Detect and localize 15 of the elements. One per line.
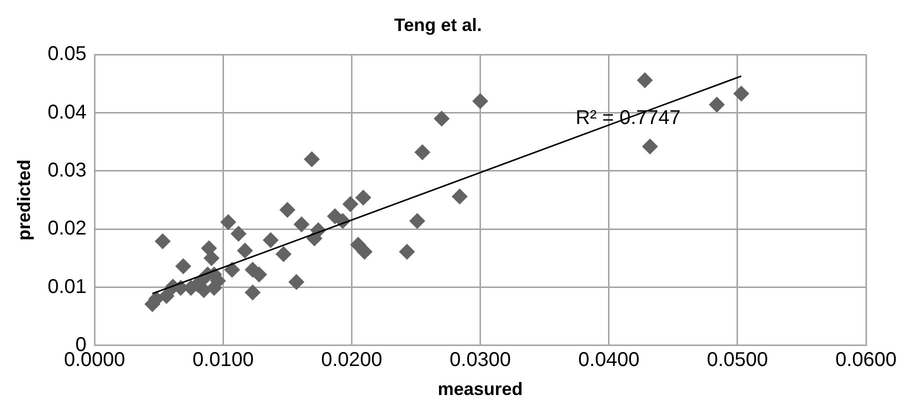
y-tick-label: 0.01 <box>48 276 87 298</box>
x-tick-label: 0.0300 <box>450 348 511 371</box>
y-tick-label: 0.03 <box>48 159 87 182</box>
y-tick-label: 0.04 <box>48 101 87 124</box>
x-tick-label: 0.0400 <box>578 348 640 371</box>
annotation: R² = 0.7747 <box>576 107 681 130</box>
y-tick-label: 0.05 <box>48 43 87 66</box>
x-tick-label: 0.0500 <box>706 348 768 371</box>
x-tick-label: 0.0200 <box>321 348 382 371</box>
chart-title: Teng et al. <box>394 14 482 35</box>
x-tick-label: 0.0100 <box>192 348 254 371</box>
y-tick-label: 0.02 <box>48 218 87 240</box>
y-axis-title: predicted <box>14 159 34 241</box>
x-tick-label: 0.0600 <box>835 348 897 371</box>
x-axis-title: measured <box>438 379 523 400</box>
